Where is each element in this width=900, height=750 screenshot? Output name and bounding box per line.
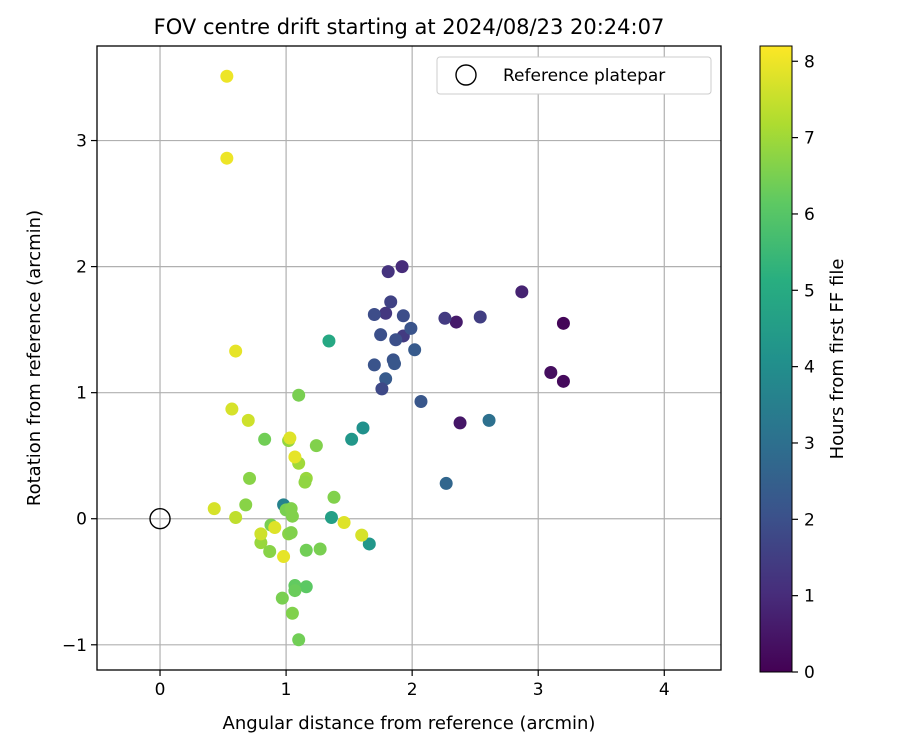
data-point — [473, 310, 487, 324]
grid — [97, 46, 721, 670]
colorbar-tick-label: 7 — [804, 129, 815, 149]
data-point — [556, 374, 570, 388]
legend-marker-icon — [455, 64, 477, 86]
x-tick-label: 1 — [281, 680, 292, 700]
axis-ticks: 0 1 2 3 4 −1 0 1 2 3 — [62, 132, 670, 700]
colorbar-tick-label: 6 — [804, 205, 815, 225]
x-tick-label: 2 — [407, 680, 418, 700]
x-tick-label: 3 — [533, 680, 544, 700]
data-point — [239, 498, 253, 512]
colorbar-tick-label: 1 — [804, 587, 815, 607]
colorbar-ticks: 0 1 2 3 4 5 6 7 8 — [792, 52, 815, 683]
data-point — [243, 471, 257, 485]
y-axis-label: Rotation from reference (arcmin) — [24, 210, 45, 506]
x-tick-label: 4 — [659, 680, 670, 700]
data-point — [362, 537, 376, 551]
data-point — [355, 528, 369, 542]
colorbar-tick-label: 3 — [804, 434, 815, 454]
data-point — [288, 584, 302, 598]
data-point — [288, 450, 302, 464]
data-point — [283, 431, 297, 445]
y-tick-label: 1 — [76, 384, 87, 404]
data-point — [556, 316, 570, 330]
data-point — [298, 475, 312, 489]
data-point — [453, 416, 467, 430]
data-point — [408, 343, 422, 357]
data-point — [254, 527, 268, 541]
data-point — [404, 321, 418, 335]
colorbar-tick-label: 8 — [804, 52, 815, 72]
data-point — [229, 344, 243, 358]
data-point — [438, 311, 452, 325]
data-point — [284, 526, 298, 540]
data-point — [384, 295, 398, 309]
chart-title: FOV centre drift starting at 2024/08/23 … — [154, 15, 665, 39]
data-point — [374, 328, 388, 342]
colorbar-tick-label: 2 — [804, 510, 815, 530]
data-point — [258, 432, 272, 446]
data-point — [388, 357, 402, 371]
data-point — [225, 402, 239, 416]
data-point — [275, 591, 289, 605]
data-point — [337, 516, 351, 530]
data-point — [292, 388, 306, 402]
legend-entry-label: Reference platepar — [503, 66, 665, 86]
data-point — [324, 510, 338, 524]
data-point — [220, 151, 234, 165]
data-point — [263, 545, 277, 559]
colorbar-tick-label: 4 — [804, 358, 815, 378]
data-point — [277, 550, 291, 564]
data-point — [285, 509, 299, 523]
data-point — [544, 365, 558, 379]
data-points — [149, 69, 570, 647]
legend-box — [436, 56, 712, 95]
data-point — [515, 285, 529, 299]
y-tick-label: −1 — [62, 636, 87, 656]
data-point — [229, 510, 243, 524]
x-axis-label: Angular distance from reference (arcmin) — [223, 713, 596, 734]
data-point — [367, 358, 381, 372]
y-tick-label: 0 — [76, 510, 87, 530]
data-point — [313, 542, 327, 556]
data-point — [381, 265, 395, 279]
colorbar-gradient — [759, 45, 793, 673]
colorbar: 0 1 2 3 4 5 6 7 8 Hours from first FF file — [759, 45, 848, 683]
colorbar-label: Hours from first FF file — [827, 259, 848, 460]
data-point — [268, 521, 282, 535]
data-point — [389, 333, 403, 347]
data-point — [367, 308, 381, 322]
reference-point-marker — [149, 508, 171, 530]
data-point — [482, 413, 496, 427]
data-point — [309, 439, 323, 453]
x-tick-label: 0 — [155, 680, 166, 700]
data-point — [449, 315, 463, 329]
data-point — [207, 502, 221, 516]
data-point — [379, 306, 393, 320]
data-point — [299, 580, 313, 594]
legend: Reference platepar — [436, 56, 712, 95]
data-point — [375, 382, 389, 396]
data-point — [345, 432, 359, 446]
plot-frame — [96, 45, 722, 671]
data-point — [299, 543, 313, 557]
data-point — [292, 633, 306, 647]
data-point — [414, 394, 428, 408]
data-point — [327, 490, 341, 504]
y-tick-label: 2 — [76, 258, 87, 278]
data-point — [395, 260, 409, 274]
y-tick-label: 3 — [76, 132, 87, 152]
data-point — [322, 334, 336, 348]
data-point — [356, 421, 370, 435]
data-point — [439, 476, 453, 490]
colorbar-tick-label: 5 — [804, 281, 815, 301]
data-point — [379, 372, 393, 386]
data-point — [241, 413, 255, 427]
data-point — [285, 606, 299, 620]
colorbar-tick-label: 0 — [804, 663, 815, 683]
data-point — [220, 69, 234, 83]
data-point — [396, 309, 410, 323]
